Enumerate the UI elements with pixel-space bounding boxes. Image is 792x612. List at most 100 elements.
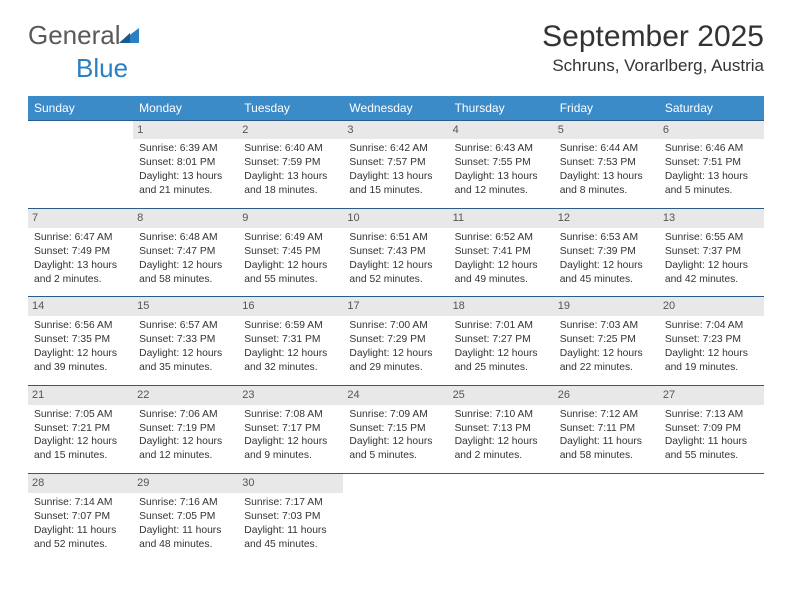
title-block: September 2025 Schruns, Vorarlberg, Aust…: [542, 20, 764, 76]
day-number: 5: [554, 121, 659, 140]
day-cell: 29 Sunrise: 7:16 AMSunset: 7:05 PMDayligh…: [133, 474, 238, 562]
day-cell: 16 Sunrise: 6:59 AMSunset: 7:31 PMDayligh…: [238, 297, 343, 385]
day-number: 13: [659, 209, 764, 228]
day-cell: 25 Sunrise: 7:10 AMSunset: 7:13 PMDayligh…: [449, 385, 554, 473]
day-info: Sunrise: 6:44 AMSunset: 7:53 PMDaylight:…: [560, 142, 653, 198]
day-info: Sunrise: 6:55 AMSunset: 7:37 PMDaylight:…: [665, 231, 758, 287]
day-number: 1: [133, 121, 238, 140]
day-header-wednesday: Wednesday: [343, 96, 448, 121]
day-header-sunday: Sunday: [28, 96, 133, 121]
logo: GeneralBlue: [28, 20, 139, 84]
day-info: Sunrise: 6:47 AMSunset: 7:49 PMDaylight:…: [34, 231, 127, 287]
day-number: 8: [133, 209, 238, 228]
day-cell: 5 Sunrise: 6:44 AMSunset: 7:53 PMDaylight…: [554, 120, 659, 208]
day-info: Sunrise: 7:08 AMSunset: 7:17 PMDaylight:…: [244, 408, 337, 464]
day-info: Sunrise: 6:56 AMSunset: 7:35 PMDaylight:…: [34, 319, 127, 375]
week-row: 1 Sunrise: 6:39 AMSunset: 8:01 PMDaylight…: [28, 120, 764, 208]
day-info: Sunrise: 6:59 AMSunset: 7:31 PMDaylight:…: [244, 319, 337, 375]
day-number: 28: [28, 474, 133, 493]
day-info: Sunrise: 7:00 AMSunset: 7:29 PMDaylight:…: [349, 319, 442, 375]
day-cell: 22 Sunrise: 7:06 AMSunset: 7:19 PMDayligh…: [133, 385, 238, 473]
day-number: 18: [449, 297, 554, 316]
day-number: 24: [343, 386, 448, 405]
day-info: Sunrise: 7:04 AMSunset: 7:23 PMDaylight:…: [665, 319, 758, 375]
day-cell: 2 Sunrise: 6:40 AMSunset: 7:59 PMDaylight…: [238, 120, 343, 208]
day-info: Sunrise: 6:53 AMSunset: 7:39 PMDaylight:…: [560, 231, 653, 287]
day-cell: 3 Sunrise: 6:42 AMSunset: 7:57 PMDaylight…: [343, 120, 448, 208]
day-cell: 23Sunrise: 7:08 AMSunset: 7:17 PMDayligh…: [238, 385, 343, 473]
day-header-tuesday: Tuesday: [238, 96, 343, 121]
day-info: Sunrise: 7:10 AMSunset: 7:13 PMDaylight:…: [455, 408, 548, 464]
day-info: Sunrise: 6:40 AMSunset: 7:59 PMDaylight:…: [244, 142, 337, 198]
week-row: 28 Sunrise: 7:14 AMSunset: 7:07 PMDayligh…: [28, 474, 764, 562]
day-info: Sunrise: 6:39 AMSunset: 8:01 PMDaylight:…: [139, 142, 232, 198]
day-cell: 28 Sunrise: 7:14 AMSunset: 7:07 PMDayligh…: [28, 474, 133, 562]
day-cell: 27Sunrise: 7:13 AMSunset: 7:09 PMDayligh…: [659, 385, 764, 473]
day-cell: 11Sunrise: 6:52 AMSunset: 7:41 PMDayligh…: [449, 209, 554, 297]
day-info: Sunrise: 7:05 AMSunset: 7:21 PMDaylight:…: [34, 408, 127, 464]
day-number: 21: [28, 386, 133, 405]
day-cell: [343, 474, 448, 562]
day-cell: 8 Sunrise: 6:48 AMSunset: 7:47 PMDaylight…: [133, 209, 238, 297]
day-cell: 15 Sunrise: 6:57 AMSunset: 7:33 PMDayligh…: [133, 297, 238, 385]
day-number: 20: [659, 297, 764, 316]
day-number: 3: [343, 121, 448, 140]
day-number: 9: [238, 209, 343, 228]
day-info: Sunrise: 6:42 AMSunset: 7:57 PMDaylight:…: [349, 142, 442, 198]
day-info: Sunrise: 6:48 AMSunset: 7:47 PMDaylight:…: [139, 231, 232, 287]
day-cell: 24Sunrise: 7:09 AMSunset: 7:15 PMDayligh…: [343, 385, 448, 473]
day-cell: 19Sunrise: 7:03 AMSunset: 7:25 PMDayligh…: [554, 297, 659, 385]
day-cell: [659, 474, 764, 562]
day-cell: 20 Sunrise: 7:04 AMSunset: 7:23 PMDayligh…: [659, 297, 764, 385]
day-header-friday: Friday: [554, 96, 659, 121]
day-number: 16: [238, 297, 343, 316]
logo-text: GeneralBlue: [28, 20, 139, 84]
logo-triangle-icon: [119, 22, 139, 53]
day-info: Sunrise: 7:06 AMSunset: 7:19 PMDaylight:…: [139, 408, 232, 464]
week-row: 14Sunrise: 6:56 AMSunset: 7:35 PMDayligh…: [28, 297, 764, 385]
day-number: 4: [449, 121, 554, 140]
day-info: Sunrise: 6:57 AMSunset: 7:33 PMDaylight:…: [139, 319, 232, 375]
day-info: Sunrise: 7:13 AMSunset: 7:09 PMDaylight:…: [665, 408, 758, 464]
day-info: Sunrise: 6:51 AMSunset: 7:43 PMDaylight:…: [349, 231, 442, 287]
day-number: 15: [133, 297, 238, 316]
day-cell: [28, 120, 133, 208]
day-header-thursday: Thursday: [449, 96, 554, 121]
day-header-monday: Monday: [133, 96, 238, 121]
day-number: 2: [238, 121, 343, 140]
day-number: 30: [238, 474, 343, 493]
week-row: 7 Sunrise: 6:47 AMSunset: 7:49 PMDaylight…: [28, 209, 764, 297]
calendar-table: SundayMondayTuesdayWednesdayThursdayFrid…: [28, 96, 764, 562]
day-info: Sunrise: 7:16 AMSunset: 7:05 PMDaylight:…: [139, 496, 232, 552]
day-cell: 10 Sunrise: 6:51 AMSunset: 7:43 PMDayligh…: [343, 209, 448, 297]
day-info: Sunrise: 7:14 AMSunset: 7:07 PMDaylight:…: [34, 496, 127, 552]
calendar-body: 1 Sunrise: 6:39 AMSunset: 8:01 PMDaylight…: [28, 120, 764, 562]
day-cell: 6Sunrise: 6:46 AMSunset: 7:51 PMDaylight…: [659, 120, 764, 208]
day-info: Sunrise: 7:17 AMSunset: 7:03 PMDaylight:…: [244, 496, 337, 552]
day-cell: 14Sunrise: 6:56 AMSunset: 7:35 PMDayligh…: [28, 297, 133, 385]
header: GeneralBlue September 2025 Schruns, Vora…: [28, 20, 764, 84]
day-number: 25: [449, 386, 554, 405]
day-number: 7: [28, 209, 133, 228]
day-number: 12: [554, 209, 659, 228]
day-header-row: SundayMondayTuesdayWednesdayThursdayFrid…: [28, 96, 764, 121]
day-header-saturday: Saturday: [659, 96, 764, 121]
day-cell: [449, 474, 554, 562]
day-info: Sunrise: 6:43 AMSunset: 7:55 PMDaylight:…: [455, 142, 548, 198]
day-cell: 21 Sunrise: 7:05 AMSunset: 7:21 PMDayligh…: [28, 385, 133, 473]
day-number: 29: [133, 474, 238, 493]
day-info: Sunrise: 7:01 AMSunset: 7:27 PMDaylight:…: [455, 319, 548, 375]
day-info: Sunrise: 6:52 AMSunset: 7:41 PMDaylight:…: [455, 231, 548, 287]
day-number: 17: [343, 297, 448, 316]
day-cell: 26Sunrise: 7:12 AMSunset: 7:11 PMDayligh…: [554, 385, 659, 473]
day-number: 10: [343, 209, 448, 228]
day-cell: [554, 474, 659, 562]
logo-part1: General: [28, 20, 121, 50]
day-cell: 4 Sunrise: 6:43 AMSunset: 7:55 PMDaylight…: [449, 120, 554, 208]
day-number: 22: [133, 386, 238, 405]
month-title: September 2025: [542, 20, 764, 54]
day-cell: 13 Sunrise: 6:55 AMSunset: 7:37 PMDayligh…: [659, 209, 764, 297]
day-info: Sunrise: 6:49 AMSunset: 7:45 PMDaylight:…: [244, 231, 337, 287]
logo-part2: Blue: [76, 53, 128, 83]
day-cell: 7 Sunrise: 6:47 AMSunset: 7:49 PMDaylight…: [28, 209, 133, 297]
